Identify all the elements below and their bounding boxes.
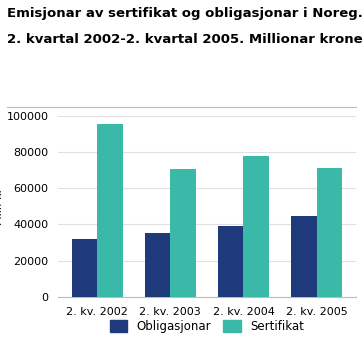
Y-axis label: Mill. kr: Mill. kr [0, 188, 4, 225]
Bar [291, 216, 317, 297]
Text: 2. kvartal 2002-2. kvartal 2005. Millionar kroner: 2. kvartal 2002-2. kvartal 2005. Million… [7, 33, 363, 46]
Bar [218, 226, 244, 297]
Text: Emisjonar av sertifikat og obligasjonar i Noreg.: Emisjonar av sertifikat og obligasjonar … [7, 7, 363, 20]
Bar [72, 239, 97, 297]
Bar [170, 169, 196, 297]
Bar [244, 156, 269, 297]
Bar [145, 232, 170, 297]
Legend: Obligasjonar, Sertifikat: Obligasjonar, Sertifikat [105, 316, 309, 338]
Bar [97, 124, 123, 297]
Bar [317, 168, 342, 297]
